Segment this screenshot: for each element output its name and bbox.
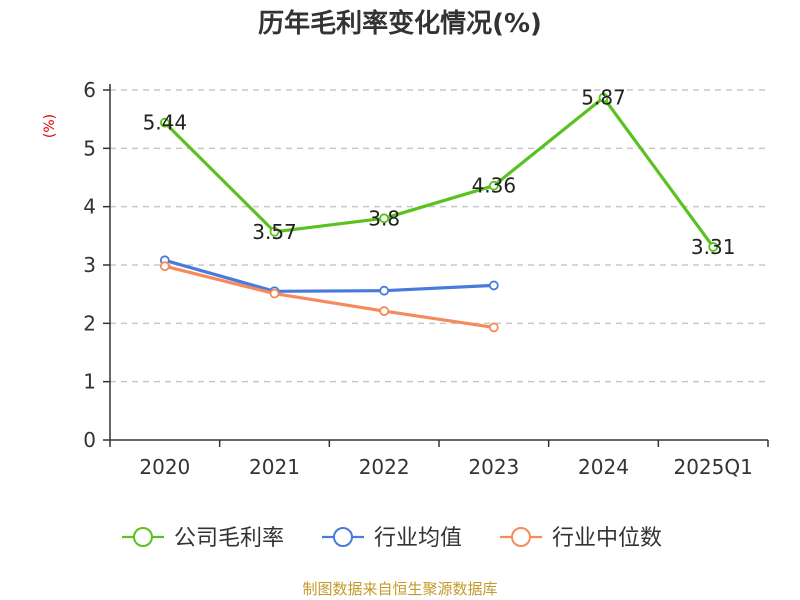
data-point bbox=[379, 306, 390, 316]
x-tick-label: 2024 bbox=[578, 455, 629, 479]
legend: 公司毛利率 行业均值 行业中位数 bbox=[122, 526, 662, 551]
data-point bbox=[269, 226, 280, 237]
data-label: 5.44 bbox=[143, 111, 188, 135]
source-note: 制图数据来自恒生聚源数据库 bbox=[302, 580, 497, 598]
legend-label: 公司毛利率 bbox=[174, 526, 284, 551]
y-tick-label: 6 bbox=[83, 78, 96, 102]
x-tick-label: 2022 bbox=[359, 455, 410, 479]
legend-label: 行业中位数 bbox=[552, 526, 662, 551]
axes: 0 1 2 3 4 5 6 2020 2021 2022 2023 2024 2025Q1 bbox=[83, 78, 769, 479]
data-point bbox=[159, 117, 170, 128]
legend-marker bbox=[133, 527, 153, 547]
series-line-0 bbox=[163, 96, 715, 248]
x-tick-label: 2020 bbox=[139, 455, 190, 479]
y-tick-label: 2 bbox=[83, 311, 96, 335]
data-point bbox=[488, 180, 499, 191]
data-point bbox=[488, 280, 499, 291]
series-line-1 bbox=[164, 258, 494, 293]
data-point bbox=[598, 92, 609, 103]
y-tick-label: 1 bbox=[83, 370, 96, 394]
data-label: 3.8 bbox=[368, 206, 400, 230]
x-tick-label: 2021 bbox=[249, 455, 300, 479]
data-point bbox=[488, 322, 499, 333]
data-label: 3.31 bbox=[691, 235, 736, 259]
x-tick-label: 2025Q1 bbox=[673, 455, 752, 479]
y-tick-label: 0 bbox=[83, 428, 96, 452]
series-layer bbox=[159, 92, 719, 333]
series-line-2 bbox=[164, 264, 495, 329]
data-label: 4.36 bbox=[472, 174, 517, 198]
data-point bbox=[379, 213, 390, 224]
data-point bbox=[159, 261, 170, 272]
data-point bbox=[708, 242, 719, 252]
y-tick-label: 5 bbox=[83, 136, 96, 160]
data-labels: 5.44 3.57 3.8 4.36 5.87 3.31 bbox=[143, 86, 736, 259]
legend-marker bbox=[333, 527, 353, 547]
y-tick-label: 4 bbox=[83, 195, 96, 219]
y-tick-label: 3 bbox=[83, 253, 96, 277]
y-axis-label: (%) bbox=[42, 114, 58, 138]
legend-marker bbox=[511, 527, 531, 547]
data-label: 3.57 bbox=[252, 220, 297, 244]
data-label: 5.87 bbox=[581, 86, 626, 110]
legend-label: 行业均值 bbox=[374, 526, 462, 551]
chart-title: 历年毛利率变化情况(%) bbox=[258, 8, 542, 39]
x-tick-label: 2023 bbox=[468, 455, 519, 479]
gridlines bbox=[110, 89, 768, 383]
data-point bbox=[269, 288, 280, 299]
data-point bbox=[379, 285, 390, 296]
